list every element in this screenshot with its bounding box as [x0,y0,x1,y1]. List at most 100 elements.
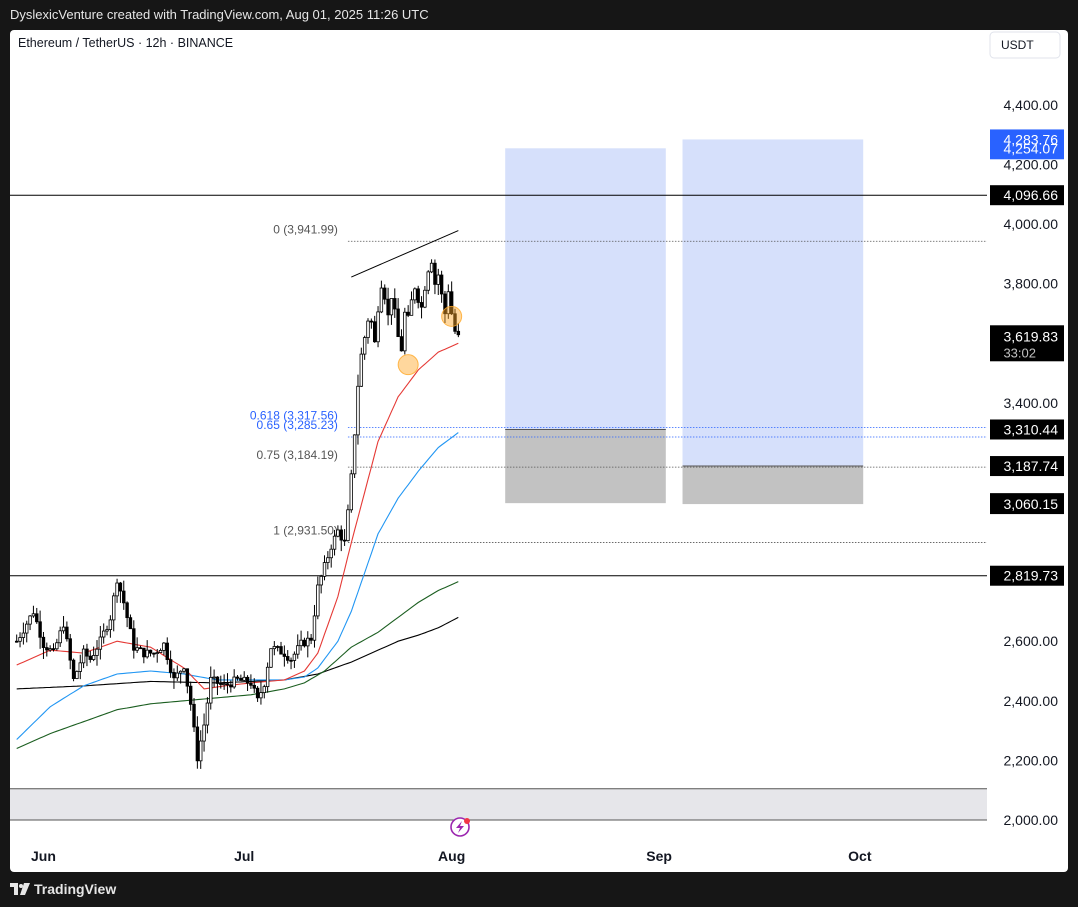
candle-body [272,646,277,650]
candle-body [389,298,394,316]
bolt-icon[interactable] [450,817,470,837]
candle-body [416,288,420,303]
candle-body [222,683,226,686]
attribution-text: DyslexicVenture created with TradingView… [10,7,429,22]
candle-body [235,676,240,679]
price-badge-label: 4,254.07 [1004,140,1059,156]
price-badge-label: 3,310.44 [1004,421,1059,437]
candle-body [162,642,166,651]
candle-body [88,655,93,660]
y-tick-label: 2,000.00 [1004,812,1059,828]
fib-level-label-5: 1 (2,931.50) [273,523,338,537]
ema-slow-line [16,616,459,690]
candle-body [232,676,236,688]
candle-body [342,539,347,542]
candle-body [299,639,303,647]
candle-body [362,337,367,355]
ema-green-line [16,581,459,750]
candle-body [165,642,169,660]
candle-body [312,615,317,641]
price-badge-label: 4,096.66 [1004,187,1059,203]
y-tick-label: 2,200.00 [1004,752,1059,768]
candle-body [71,659,76,679]
candle-body [346,509,350,541]
price-chart[interactable]: 0 (3,941.99) 0.618 (3,317.56)0.65 (3,285.… [10,30,1068,872]
candle-body [409,299,414,316]
candle-body [286,656,290,661]
candle-body [209,676,213,704]
candle-body [403,311,407,352]
position-stop-zone-2 [682,466,864,505]
candle-body [21,632,26,638]
candle-body [352,434,357,475]
trendline [351,230,459,278]
candle-body [316,584,320,617]
candle-body [172,672,176,679]
header-bar: DyslexicVenture created with TradingView… [0,0,1078,30]
candle-body [101,630,106,638]
candle-body [446,291,451,315]
candle-body [413,288,417,301]
candle-body [252,684,256,689]
candle-body [229,684,233,688]
price-badge-label: 3,187.74 [1004,458,1059,474]
candle-body [135,647,139,651]
tradingview-logo[interactable]: TradingView [10,881,116,897]
candle-body [14,640,19,643]
price-badge-bg [990,565,1064,586]
candle-body [212,676,216,679]
candle-body [393,298,397,310]
ema-fast-line [16,342,459,690]
candle-body [48,648,52,651]
x-tick-label: Oct [848,848,872,864]
candle-body [262,686,266,694]
ema-blue-line [16,432,459,740]
x-tick-label: Jul [234,848,254,864]
candle-body [453,313,457,332]
support-zone [10,788,987,820]
candle-body [369,320,374,323]
candle-body [326,557,330,563]
candle-body [51,648,56,651]
candle-body [456,330,461,336]
candle-body [112,595,116,621]
candle-body [132,628,136,651]
candle-body [128,617,133,630]
candle-body [91,655,96,660]
currency-selector[interactable]: USDT [989,31,1061,59]
candle-body [396,308,400,338]
candle-body [306,637,310,647]
y-tick-label: 4,000.00 [1004,216,1059,232]
marker-1 [397,354,419,376]
candle-body [45,647,49,651]
candle-body [195,726,200,762]
candle-body [155,652,159,654]
chart-panel[interactable]: 0 (3,941.99) 0.618 (3,317.56) 0.65 (3,285.… [10,30,1068,872]
candle-body [158,650,163,653]
candle-body [185,668,190,687]
candle-body [58,630,62,644]
candle-body [366,320,370,338]
candle-body [249,682,253,686]
candle-body [182,668,186,672]
candle-body [105,629,109,632]
candle-body [373,321,377,343]
candle-body [142,647,146,658]
candle-body [199,740,203,762]
position-target-zone-2 [682,139,864,467]
candle-body [443,293,447,315]
candle-body [275,646,280,648]
candle-body [356,385,360,436]
candle-body [225,683,230,686]
fib-level-label-3: 0.65 (3,285.23) [257,418,338,432]
candle-body [122,590,126,604]
candle-body [65,626,69,640]
countdown-label: 33:02 [1003,345,1036,360]
fib-level-label-1: 0 (3,941.99) [273,222,338,236]
tv-logo-icon [10,882,30,895]
marker-2 [441,305,463,327]
candle-body [359,353,364,387]
candle-body [242,676,246,681]
candle-body [332,535,337,550]
price-badge-bg [990,185,1064,206]
